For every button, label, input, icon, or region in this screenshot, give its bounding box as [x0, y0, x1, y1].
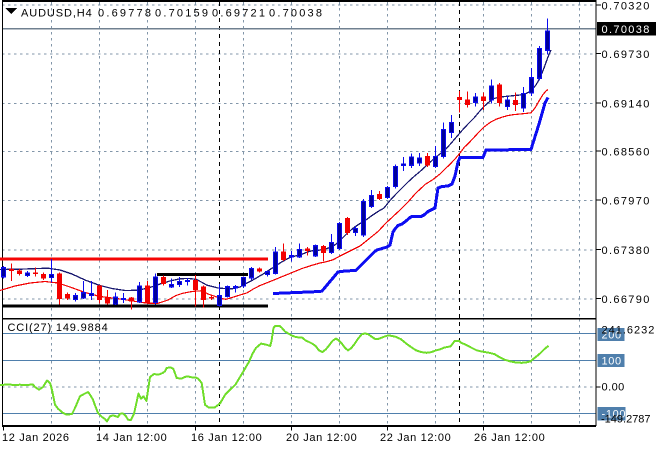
svg-text:0.70038: 0.70038	[269, 8, 324, 20]
svg-text:0.69721: 0.69721	[212, 8, 267, 20]
svg-text:-100: -100	[602, 409, 627, 421]
svg-text:100: 100	[602, 356, 622, 368]
svg-text:22 Jan 12:00: 22 Jan 12:00	[380, 432, 451, 444]
svg-text:0.00: 0.00	[602, 381, 625, 393]
svg-text:0.67380: 0.67380	[602, 245, 651, 257]
svg-text:0.70159: 0.70159	[155, 8, 210, 20]
svg-text:0.66790: 0.66790	[602, 294, 651, 306]
svg-text:0.70038: 0.70038	[602, 24, 651, 36]
svg-text:CCI(27) 149.9884: CCI(27) 149.9884	[8, 322, 109, 334]
svg-text:0.70320: 0.70320	[602, 1, 651, 13]
svg-text:AUDUSD,H4: AUDUSD,H4	[21, 8, 93, 20]
svg-text:16 Jan 12:00: 16 Jan 12:00	[191, 432, 262, 444]
svg-text:200: 200	[602, 330, 622, 342]
svg-text:14 Jan 12:00: 14 Jan 12:00	[96, 432, 167, 444]
svg-text:12 Jan 2026: 12 Jan 2026	[2, 432, 70, 444]
svg-text:20 Jan 12:00: 20 Jan 12:00	[286, 432, 357, 444]
svg-text:0.69778: 0.69778	[98, 8, 153, 20]
svg-text:-149.2787: -149.2787	[601, 413, 651, 425]
svg-text:0.69140: 0.69140	[602, 98, 651, 110]
svg-text:0.67970: 0.67970	[602, 196, 651, 208]
svg-text:26 Jan 12:00: 26 Jan 12:00	[474, 432, 545, 444]
svg-text:241.6232: 241.6232	[602, 325, 656, 337]
svg-text:0.68560: 0.68560	[602, 147, 651, 159]
svg-text:0.69730: 0.69730	[602, 49, 651, 61]
